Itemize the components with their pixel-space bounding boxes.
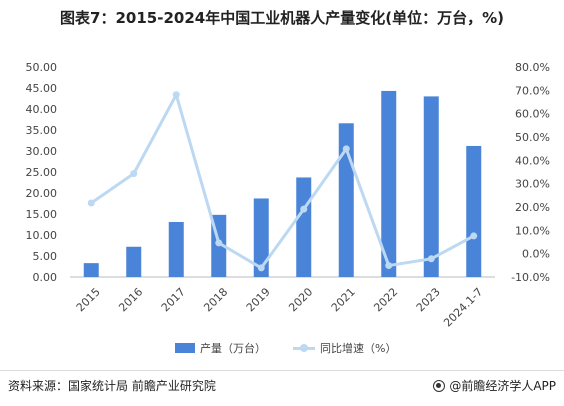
growth-point-2015	[87, 199, 95, 207]
right-axis-tick-label: 30.0%	[515, 178, 550, 191]
qianzhan-logo-icon	[433, 379, 446, 392]
left-axis-tick-label: 15.00	[26, 208, 58, 221]
x-tick-label: 2021	[329, 285, 358, 314]
bar-2015	[83, 263, 99, 277]
right-axis-tick-label: 70.0%	[515, 84, 550, 97]
credit: @前瞻经济学人APP	[433, 377, 556, 394]
chart-title: 图表7：2015-2024年中国工业机器人产量变化(单位：万台，%)	[60, 9, 504, 27]
legend-item-production: 产量（万台）	[175, 340, 266, 356]
left-axis-tick-label: 0.00	[33, 271, 58, 284]
left-y-axis: 0.00 5.00 10.00 15.00 20.00 25.00 30.00 35.00 40…	[26, 61, 58, 284]
right-axis-tick-label: 10.0%	[515, 224, 550, 237]
line-series	[87, 91, 478, 272]
chart-canvas: 0.00 5.00 10.00 15.00 20.00 25.00 30.00 35.00 40…	[26, 61, 551, 330]
bar-2016	[126, 246, 142, 277]
source-note: 资料来源：国家统计局 前瞻产业研究院	[8, 379, 216, 393]
bar-2024.1-7	[466, 145, 482, 277]
left-axis-tick-label: 35.00	[26, 124, 58, 137]
x-tick-label: 2023	[414, 285, 443, 314]
left-axis-tick-label: 30.00	[26, 145, 58, 158]
bar-2020	[296, 177, 312, 277]
legend-bar-label: 产量（万台）	[200, 342, 266, 355]
bar-series	[83, 90, 482, 278]
right-axis-tick-label: 60.0%	[515, 108, 550, 121]
growth-point-2021	[342, 145, 350, 153]
bar-2019	[253, 198, 269, 277]
x-tick-label: 2024.1-7	[441, 285, 485, 329]
x-tick-label: 2019	[244, 285, 273, 314]
x-tick-label: 2020	[286, 285, 315, 314]
legend: 产量（万台） 同比增速（%）	[0, 340, 564, 358]
credit-text: @前瞻经济学人APP	[449, 379, 556, 393]
bar-2023	[423, 96, 439, 278]
x-tick-label: 2018	[201, 285, 230, 314]
growth-point-2019	[257, 264, 265, 272]
growth-point-2022	[385, 262, 393, 270]
growth-point-2018	[215, 239, 223, 247]
bar-2017	[168, 221, 184, 277]
left-axis-tick-label: 40.00	[26, 103, 58, 116]
x-tick-label: 2016	[116, 285, 145, 314]
right-axis-tick-label: -10.0%	[511, 271, 550, 284]
left-axis-tick-label: 10.00	[26, 229, 58, 242]
x-axis-ticks: 2015 2016 2017 2018 2019 2020 2021 2022 20232024…	[74, 285, 485, 329]
left-axis-tick-label: 50.00	[26, 61, 58, 74]
legend-bar-swatch	[175, 343, 195, 353]
x-tick-label: 2015	[74, 285, 103, 314]
right-axis-tick-label: 50.0%	[515, 131, 550, 144]
growth-point-2016	[130, 170, 138, 178]
bar-2022	[381, 90, 397, 277]
right-axis-tick-label: 40.0%	[515, 154, 550, 167]
legend-line-label: 同比增速（%）	[320, 342, 397, 355]
growth-point-2020	[300, 205, 308, 213]
growth-point-2024.1-7	[470, 232, 478, 240]
footer-divider	[0, 370, 564, 371]
left-axis-tick-label: 25.00	[26, 166, 58, 179]
right-y-axis: -10.0% 0.0% 10.0% 20.0% 30.0% 40.0% 50.0% 60.0%…	[511, 61, 550, 284]
right-axis-tick-label: 0.0%	[522, 248, 550, 261]
right-axis-tick-label: 20.0%	[515, 201, 550, 214]
right-axis-tick-label: 80.0%	[515, 61, 550, 74]
growth-line	[90, 93, 475, 270]
growth-point-2017	[172, 91, 180, 99]
left-axis-tick-label: 20.00	[26, 187, 58, 200]
x-tick-label: 2017	[159, 285, 188, 314]
left-axis-tick-label: 45.00	[26, 82, 58, 95]
x-tick-label: 2022	[371, 285, 400, 314]
growth-point-2023	[427, 255, 435, 263]
legend-item-growth: 同比增速（%）	[293, 340, 396, 356]
legend-line-swatch	[293, 343, 315, 353]
left-axis-tick-label: 5.00	[33, 250, 58, 263]
